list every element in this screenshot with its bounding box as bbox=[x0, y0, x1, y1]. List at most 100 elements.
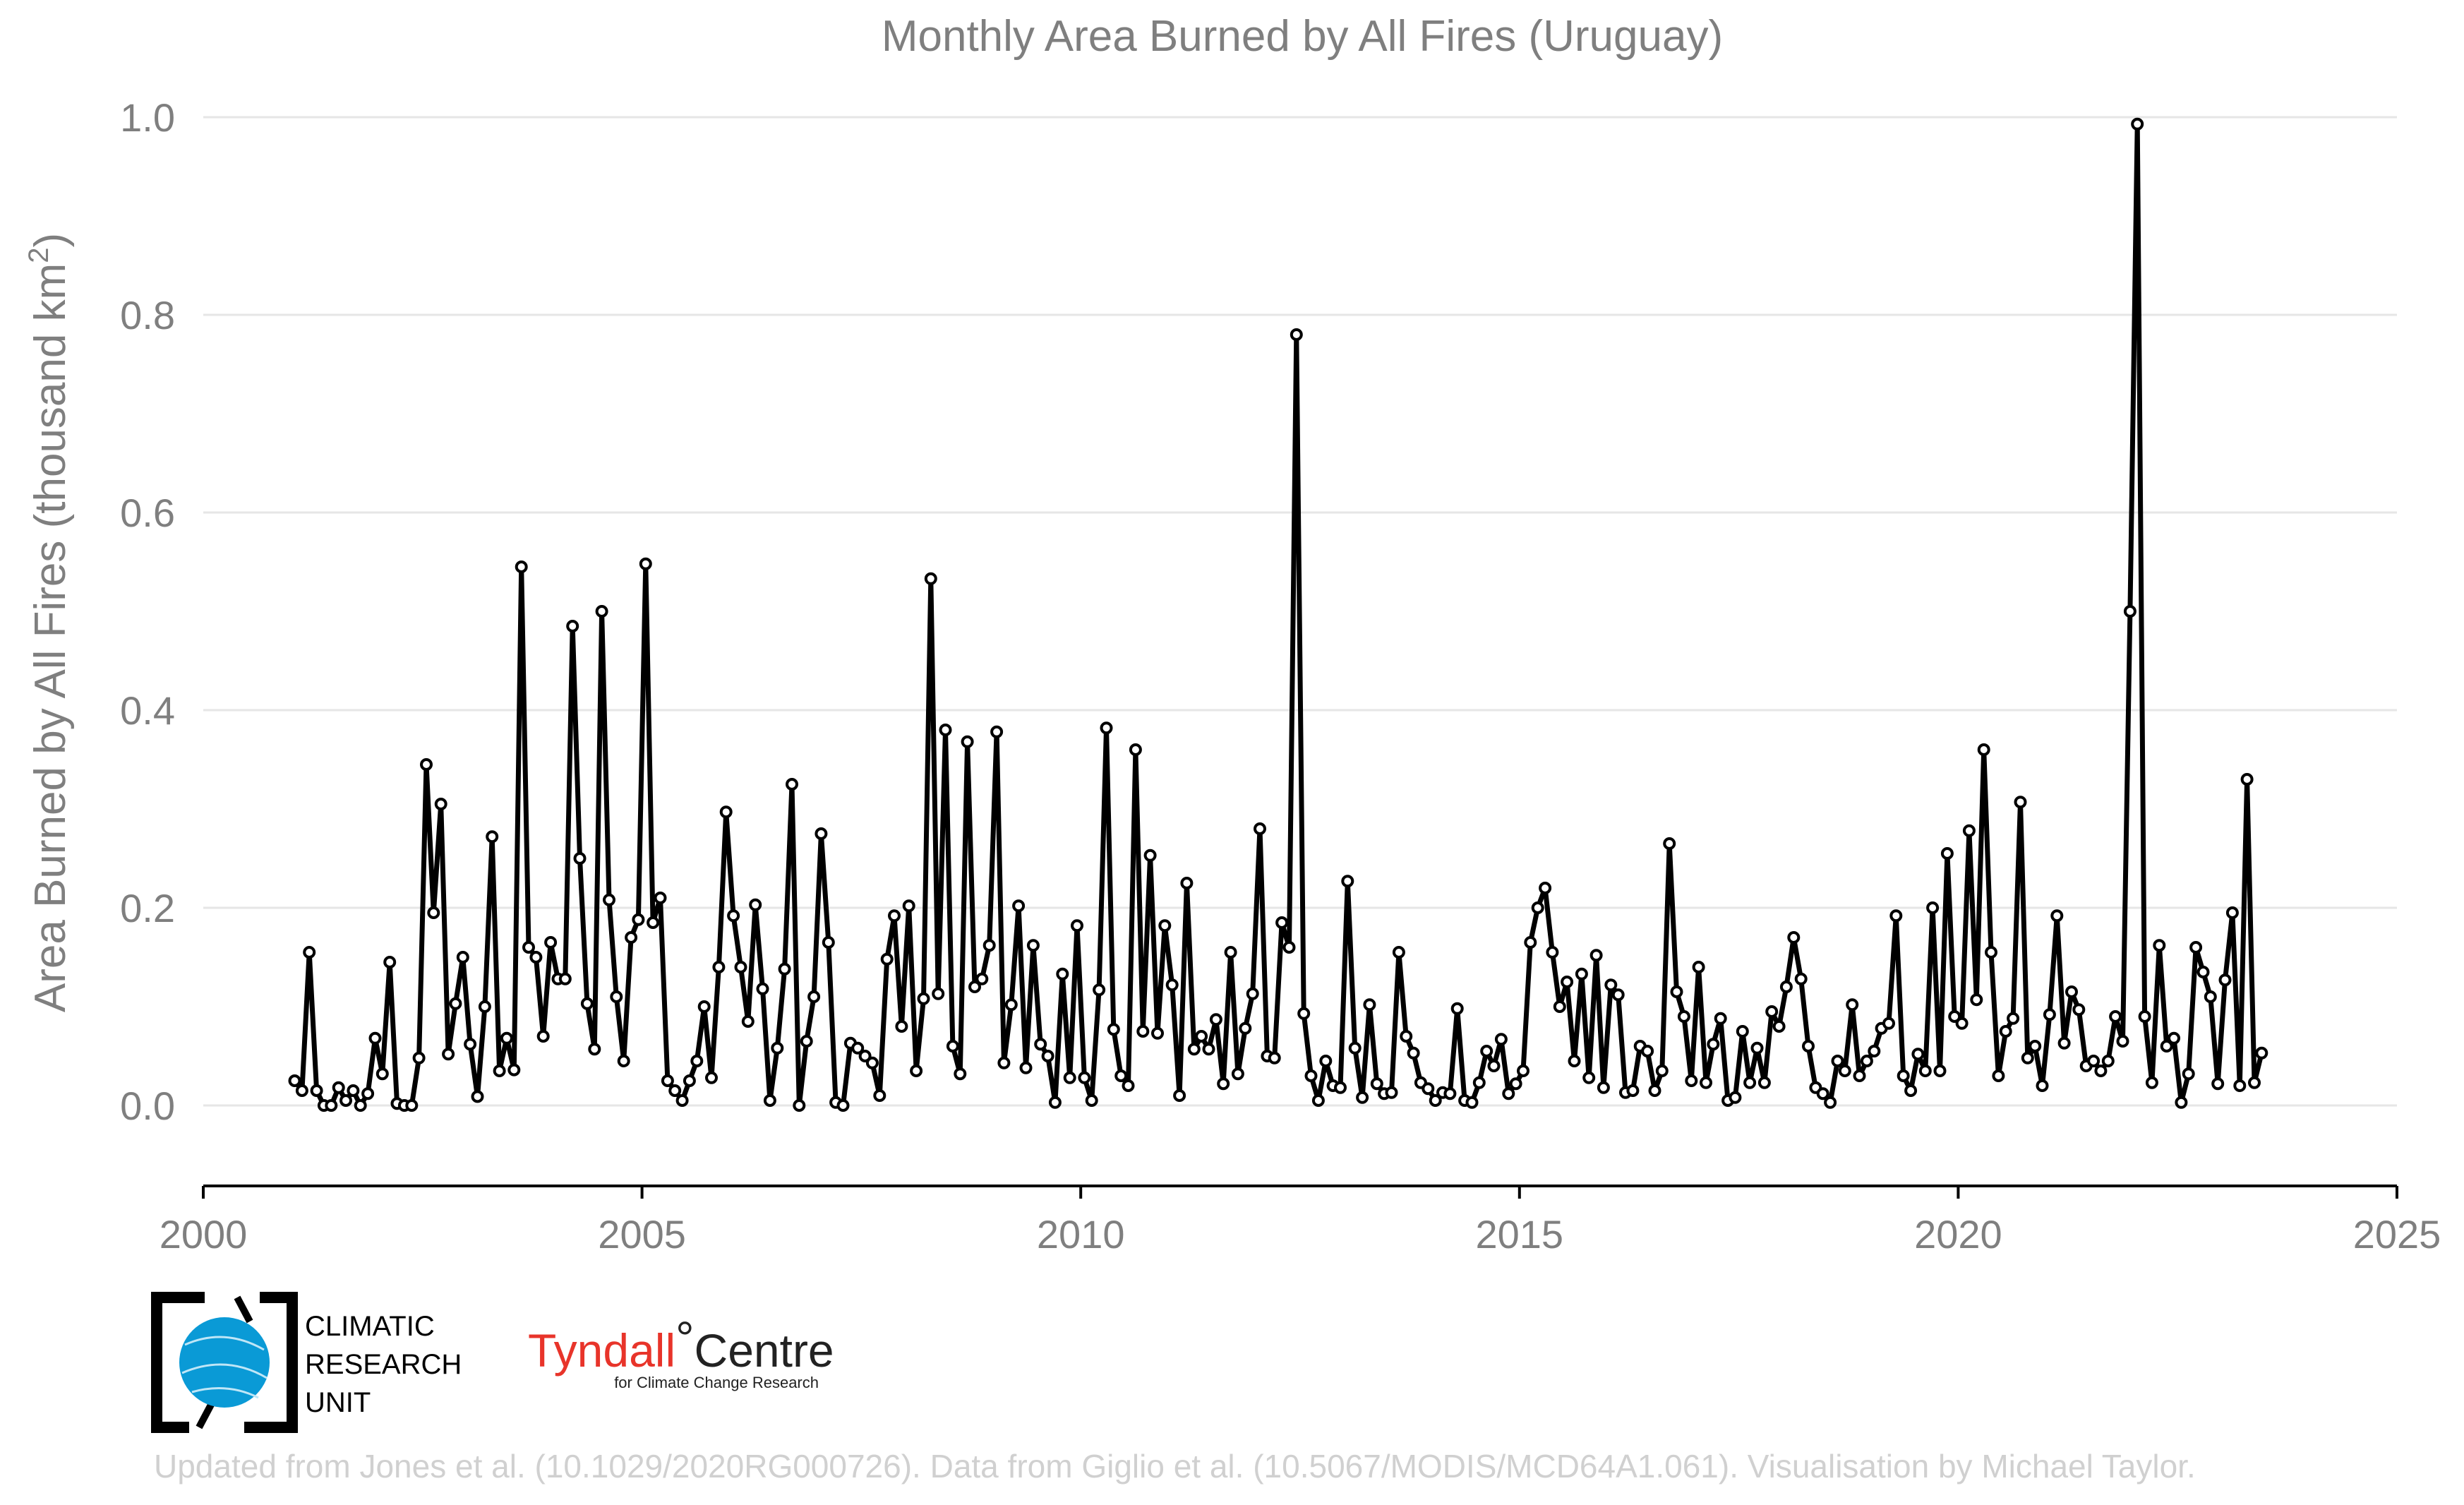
data-point bbox=[654, 892, 667, 904]
data-point bbox=[1568, 1055, 1581, 1067]
data-point bbox=[786, 778, 798, 791]
data-point bbox=[522, 941, 535, 954]
y-tick-label: 0.4 bbox=[120, 688, 175, 733]
x-axis: 2000 2005 2010 2015 2020 2025 bbox=[160, 1185, 2441, 1257]
data-point bbox=[2036, 1079, 2049, 1092]
y-axis-label-sup: 2 bbox=[23, 248, 54, 263]
data-point bbox=[990, 725, 1004, 738]
data-point bbox=[536, 1030, 550, 1043]
data-point bbox=[858, 1050, 872, 1062]
data-point bbox=[1655, 1065, 1669, 1077]
chart-title: Monthly Area Burned by All Fires (Urugua… bbox=[882, 12, 1723, 61]
data-point bbox=[507, 1063, 521, 1077]
data-point bbox=[588, 1043, 601, 1056]
data-point bbox=[1604, 978, 1618, 992]
data-point bbox=[1524, 936, 1537, 949]
data-point bbox=[982, 939, 996, 952]
data-point bbox=[1048, 1096, 1062, 1109]
data-point bbox=[2233, 1079, 2247, 1092]
data-point bbox=[610, 990, 623, 1003]
data-point bbox=[1370, 1077, 1383, 1091]
data-point bbox=[2240, 773, 2254, 786]
data-point bbox=[449, 997, 462, 1010]
data-point bbox=[1838, 1065, 1851, 1077]
data-point bbox=[347, 1084, 360, 1097]
data-point bbox=[1904, 1084, 1918, 1097]
data-point bbox=[1348, 1041, 1362, 1055]
data-point bbox=[2189, 941, 2203, 954]
data-point bbox=[968, 981, 981, 993]
data-point bbox=[580, 997, 594, 1010]
tyndall-degree: ° bbox=[675, 1312, 694, 1364]
data-point bbox=[2182, 1067, 2195, 1081]
data-point bbox=[675, 1094, 689, 1107]
data-point bbox=[1026, 939, 1040, 952]
data-point bbox=[1334, 1081, 1347, 1094]
data-point bbox=[2029, 1040, 2042, 1053]
data-point bbox=[1356, 1091, 1369, 1104]
data-point bbox=[771, 1041, 784, 1055]
data-point bbox=[1012, 899, 1026, 913]
data-point bbox=[2138, 1010, 2151, 1023]
data-point bbox=[1400, 1030, 1413, 1043]
tyndall-logo: Tyndall°Centre for Climate Change Resear… bbox=[528, 1312, 834, 1391]
data-point bbox=[1743, 1076, 1757, 1089]
data-point bbox=[1700, 1076, 1712, 1089]
data-point bbox=[383, 956, 397, 969]
data-point bbox=[1063, 1071, 1076, 1084]
data-point bbox=[1239, 1021, 1252, 1035]
data-point bbox=[295, 1084, 308, 1097]
data-point bbox=[793, 1099, 806, 1112]
data-point bbox=[1158, 919, 1172, 933]
data-point bbox=[1297, 1007, 1311, 1020]
data-point bbox=[434, 798, 447, 810]
data-point bbox=[1816, 1087, 1829, 1101]
data-point bbox=[961, 735, 974, 748]
data-point bbox=[1889, 909, 1903, 923]
data-point bbox=[647, 916, 660, 929]
data-point bbox=[1787, 931, 1801, 944]
data-point bbox=[712, 961, 726, 973]
data-point bbox=[2043, 1008, 2056, 1021]
data-point bbox=[2072, 1003, 2086, 1017]
data-point bbox=[515, 560, 528, 573]
data-point bbox=[1999, 1025, 2012, 1038]
data-point bbox=[2225, 906, 2239, 919]
data-point bbox=[639, 557, 652, 570]
data-point bbox=[1597, 1081, 1610, 1094]
data-point bbox=[1004, 998, 1018, 1012]
data-point bbox=[471, 1090, 484, 1103]
data-point bbox=[851, 1041, 865, 1055]
data-point bbox=[368, 1031, 382, 1045]
data-point bbox=[778, 962, 791, 976]
data-point bbox=[1071, 919, 1083, 933]
data-point bbox=[1078, 1071, 1091, 1084]
data-point bbox=[339, 1094, 352, 1107]
data-point bbox=[1275, 916, 1289, 929]
data-point bbox=[1561, 976, 1574, 988]
data-point bbox=[1363, 998, 1376, 1012]
data-point bbox=[727, 909, 740, 923]
data-point bbox=[1933, 1065, 1947, 1077]
y-tick-label: 1.0 bbox=[120, 95, 175, 140]
data-point bbox=[1429, 1094, 1442, 1107]
data-point bbox=[1648, 1084, 1661, 1097]
data-point bbox=[1948, 1010, 1961, 1023]
y-axis-label: Area Burned by All Fires (thousand km2) bbox=[23, 233, 75, 1012]
data-point bbox=[1385, 1086, 1398, 1099]
data-point bbox=[1517, 1065, 1530, 1077]
data-point bbox=[1443, 1087, 1457, 1101]
data-point bbox=[1187, 1043, 1201, 1056]
data-point bbox=[493, 1065, 506, 1077]
data-point bbox=[1472, 1076, 1486, 1089]
data-point bbox=[1085, 1094, 1098, 1107]
data-point bbox=[807, 990, 821, 1003]
data-point bbox=[1779, 981, 1793, 993]
data-point bbox=[1641, 1045, 1654, 1057]
data-point bbox=[2255, 1046, 2268, 1060]
data-point bbox=[1882, 1017, 1895, 1030]
data-point bbox=[1611, 988, 1625, 1002]
footer-credit: Updated from Jones et al. (10.1029/2020R… bbox=[154, 1448, 2196, 1485]
data-point bbox=[1129, 743, 1142, 756]
data-point bbox=[1114, 1069, 1128, 1082]
